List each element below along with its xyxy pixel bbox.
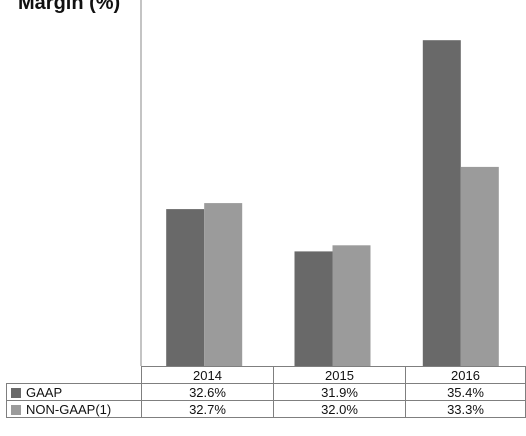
legend-entry-non-gaap: NON-GAAP(1) xyxy=(6,400,142,418)
bar-non-gaap-2016 xyxy=(460,166,499,366)
bar-non-gaap-2015 xyxy=(332,245,371,366)
gaap-swatch xyxy=(11,387,21,398)
bar-gaap-2015 xyxy=(294,251,333,366)
table-header-2016: 2016 xyxy=(405,366,526,384)
bar-chart xyxy=(140,0,499,366)
data-table: 2014 2015 2016 GAAP 32.6% 31.9% 35.4% NO… xyxy=(6,366,526,418)
table-cell-non-gaap-2015: 32.0% xyxy=(273,400,406,418)
table-header-2015: 2015 xyxy=(273,366,406,384)
table-cell-gaap-2015: 31.9% xyxy=(273,383,406,401)
bar-gaap-2016 xyxy=(422,40,461,366)
table-cell-non-gaap-2016: 33.3% xyxy=(405,400,526,418)
bar-non-gaap-2014 xyxy=(204,203,243,366)
table-row-non-gaap: NON-GAAP(1) 32.7% 32.0% 33.3% xyxy=(6,400,526,418)
table-cell-non-gaap-2014: 32.7% xyxy=(141,400,274,418)
table-header-2014: 2014 xyxy=(141,366,274,384)
legend-label-non-gaap: NON-GAAP(1) xyxy=(26,401,112,417)
chart-title: Margin (%) xyxy=(18,0,121,14)
table-corner-cell xyxy=(6,366,142,384)
table-header-row: 2014 2015 2016 xyxy=(6,366,526,384)
bar-gaap-2014 xyxy=(166,209,205,366)
legend-label-gaap: GAAP xyxy=(26,384,63,400)
table-cell-gaap-2014: 32.6% xyxy=(141,383,274,401)
legend-entry-gaap: GAAP xyxy=(6,383,142,401)
table-row-gaap: GAAP 32.6% 31.9% 35.4% xyxy=(6,383,526,401)
non-gaap-swatch xyxy=(11,404,21,415)
table-cell-gaap-2016: 35.4% xyxy=(405,383,526,401)
